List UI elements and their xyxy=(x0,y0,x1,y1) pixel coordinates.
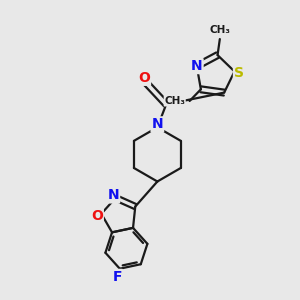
Text: CH₃: CH₃ xyxy=(209,25,230,34)
Text: N: N xyxy=(191,59,202,73)
Text: N: N xyxy=(152,117,163,131)
Text: O: O xyxy=(138,71,150,85)
Text: O: O xyxy=(91,209,103,223)
Text: F: F xyxy=(112,270,122,284)
Text: S: S xyxy=(234,66,244,80)
Text: CH₃: CH₃ xyxy=(164,96,185,106)
Text: N: N xyxy=(107,188,119,203)
